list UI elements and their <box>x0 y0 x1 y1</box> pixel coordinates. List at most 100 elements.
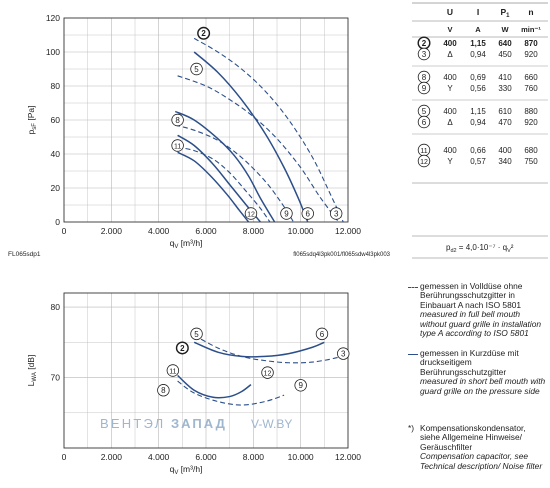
table-cell-u: 400 <box>443 146 457 155</box>
table-cell-i: 0,66 <box>470 146 486 155</box>
x-tick-label: 10.000 <box>288 452 314 462</box>
curve-marker-label: 9 <box>422 84 427 93</box>
series-line-8 <box>175 124 295 223</box>
curve-marker-label: 5 <box>194 65 199 74</box>
legend-solid-de: gemessen in Kurzdüse mit druckseitigem B… <box>420 347 519 377</box>
curve-marker-circle <box>315 327 329 341</box>
curve-marker-circle <box>417 154 431 168</box>
x-tick-label: 8.000 <box>243 452 265 462</box>
table-cell-p: 610 <box>498 107 512 116</box>
series-line-6 <box>174 110 276 223</box>
curve-marker-circle <box>301 207 314 220</box>
legend-dashed-de: gemessen in Volldüse ohne Berührungsschu… <box>420 281 523 310</box>
dynamic-pressure-formula: pd2 = 4,0·10⁻⁷ · qV² <box>446 243 514 254</box>
curve-marker-label: 11 <box>169 368 176 375</box>
x-tick-label: 4.000 <box>148 226 170 236</box>
curve-marker-label: 2 <box>422 39 427 48</box>
watermark-part2: ЗАПАД <box>171 416 227 431</box>
curve-marker-label: 8 <box>422 73 427 82</box>
pressure-chart: 0 2.000 4.000 6.000 8.000 10.000 12.000 0 20 40 60… <box>8 13 391 258</box>
x-tick-label: 0 <box>62 452 67 462</box>
curve-marker-circle <box>417 115 431 129</box>
legend-dashed: gemessen in Volldüse ohne Berührungsschu… <box>408 281 548 339</box>
y-axis-label: LWA [dB] <box>26 355 38 387</box>
table-cell-p: 400 <box>498 146 512 155</box>
curve-marker-circle <box>157 384 170 397</box>
table-cell-u: 400 <box>443 73 457 82</box>
curve-marker-label: 2 <box>180 344 185 353</box>
series-line-9 <box>177 146 271 223</box>
curve-marker-label: 11 <box>420 148 427 155</box>
watermark-part1: ВЕНТЭЛ <box>100 416 165 431</box>
table-cell-i: 0,57 <box>470 157 486 166</box>
x-tick-label: 4.000 <box>148 452 170 462</box>
table-cell-n: 680 <box>524 146 538 155</box>
series-line-3 <box>177 75 339 223</box>
watermark-part3: V-W.BY <box>251 417 292 431</box>
curve-marker-circle <box>329 207 343 220</box>
curve-marker-circle <box>417 81 431 95</box>
table-header: n <box>528 7 533 17</box>
x-tick-label: 0 <box>62 226 67 236</box>
table-cell-i: 0,94 <box>470 118 486 127</box>
table-cell-i: 0,56 <box>470 84 486 93</box>
table-cell-p: 470 <box>498 118 512 127</box>
legend-note-de: Kompensationskondensator, siehe Allgemei… <box>420 423 526 452</box>
curve-marker-circle <box>261 366 274 379</box>
legend-solid: gemessen in Kurzdüse mit druckseitigem B… <box>408 347 548 396</box>
table-cell-n: 920 <box>524 50 538 59</box>
series-line-2 <box>193 37 344 223</box>
table-cell-i: 0,94 <box>470 50 486 59</box>
curve-marker-label: 2 <box>201 29 206 38</box>
table-cell-p: 330 <box>498 84 512 93</box>
curve-marker-label: 12 <box>420 159 428 166</box>
table-cell-n: 920 <box>524 118 538 127</box>
x-axis-label: qV [m³/h] <box>170 238 203 250</box>
curve-marker-label: 5 <box>422 107 427 116</box>
curve-marker-label: 6 <box>306 209 311 218</box>
curve-marker-circle <box>337 347 350 360</box>
legend-dashed-en: measured in full bell mouth without guar… <box>420 309 542 339</box>
curve-marker-circle <box>175 341 189 355</box>
table-cell-connection: Y <box>447 157 453 166</box>
curve-marker-label: 6 <box>422 118 427 127</box>
x-tick-label: 6.000 <box>195 226 217 236</box>
table-cell-u: 400 <box>443 107 457 116</box>
table-cell-connection: Δ <box>447 50 453 59</box>
curve-marker-circle <box>171 113 184 127</box>
curve-marker-circle <box>417 47 431 61</box>
y-tick-label: 20 <box>51 183 61 193</box>
x-tick-label: 2.000 <box>101 226 123 236</box>
x-tick-label: 8.000 <box>243 226 265 236</box>
curve-marker-label: 6 <box>320 330 325 339</box>
series-line-12 <box>177 151 250 223</box>
plot-frame <box>63 17 349 223</box>
table-cell-connection: Δ <box>447 118 453 127</box>
curve-marker-label: 8 <box>175 116 180 125</box>
y-tick-label: 80 <box>51 302 61 312</box>
table-cell-i: 1,15 <box>470 39 486 48</box>
table-cell-i: 1,15 <box>470 107 486 116</box>
series-line-5 <box>193 51 309 223</box>
legend-solid-swatch <box>408 353 418 355</box>
table-unit: A <box>475 25 481 34</box>
table-cell-n: 750 <box>524 157 538 166</box>
series-line-5 <box>193 341 325 358</box>
curve-marker-label: 5 <box>194 330 199 339</box>
legend-solid-en: measured in short bell mouth with guard … <box>420 376 546 396</box>
curve-marker-label: 3 <box>422 50 427 59</box>
y-tick-label: 120 <box>46 13 60 23</box>
y-tick-label: 100 <box>46 47 60 57</box>
plot-frame <box>63 292 349 449</box>
curve-marker-circle <box>190 327 203 341</box>
x-tick-label: 6.000 <box>195 452 217 462</box>
table-cell-n: 870 <box>524 39 538 48</box>
curve-marker-circle <box>166 364 180 377</box>
curve-marker-label: 3 <box>341 349 346 358</box>
table-cell-p: 450 <box>498 50 512 59</box>
table-header: P1 <box>500 7 510 19</box>
table-header: U <box>447 7 453 17</box>
x-tick-label: 12.000 <box>335 452 361 462</box>
footnote-left: FL065sdp1 <box>8 251 41 258</box>
footnote-right: fl065sdq4l3pk001/fl065sdw4l3pk003 <box>293 252 390 258</box>
